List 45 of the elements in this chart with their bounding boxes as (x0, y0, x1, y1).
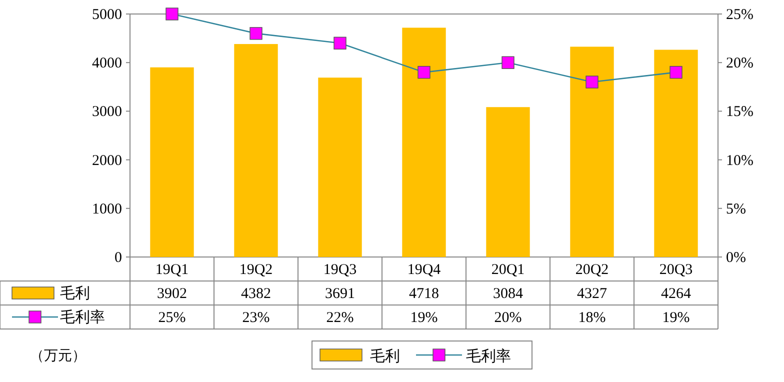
bar (318, 78, 362, 257)
data-label: 22% (326, 310, 354, 326)
y2-tick-label: 20% (726, 56, 754, 72)
text: 毛利率 (466, 348, 511, 365)
x-tick-label: 20Q1 (491, 262, 525, 278)
bar (234, 44, 278, 257)
bar (570, 46, 614, 257)
data-label: 25% (158, 310, 186, 326)
data-label: 4382 (241, 286, 271, 302)
bar (402, 28, 446, 257)
data-label: 19% (410, 310, 438, 326)
data-label: 18% (578, 310, 606, 326)
data-label: 4264 (661, 286, 692, 302)
y-tick-label: 1000 (92, 201, 122, 218)
data-label: 23% (242, 310, 270, 326)
data-label: 3084 (493, 286, 524, 302)
y2-tick-label: 15% (726, 104, 754, 120)
data-label: 19% (662, 310, 690, 326)
data-label: 3691 (325, 286, 355, 302)
y2-tick-label: 0% (726, 250, 746, 266)
text: 毛利 (370, 348, 400, 365)
y2-tick-label: 25% (726, 7, 754, 23)
x-tick-label: 19Q1 (155, 262, 189, 278)
y-tick-label: 3000 (92, 104, 122, 120)
x-tick-label: 20Q2 (575, 262, 609, 278)
y-tick-label: 2000 (92, 152, 122, 169)
text: （万元） (30, 347, 86, 363)
data-label: 4718 (409, 286, 439, 302)
data-label: 4327 (577, 286, 608, 302)
y2-tick-label: 5% (726, 201, 746, 218)
x-tick-label: 20Q3 (659, 262, 693, 278)
y-tick-label: 5000 (92, 7, 122, 23)
x-tick-label: 19Q2 (239, 262, 273, 278)
legend-label: 毛利率 (60, 309, 105, 326)
bar (654, 50, 698, 257)
y2-tick-label: 10% (726, 152, 754, 169)
bar (486, 107, 530, 257)
data-label: 3902 (157, 286, 187, 302)
x-tick-label: 19Q4 (407, 262, 442, 278)
y-tick-label: 4000 (92, 56, 122, 72)
x-tick-label: 19Q3 (323, 262, 357, 278)
y-tick-label: 0 (114, 250, 122, 266)
bar (150, 67, 194, 257)
data-label: 20% (494, 310, 522, 326)
legend-label: 毛利 (60, 285, 90, 302)
